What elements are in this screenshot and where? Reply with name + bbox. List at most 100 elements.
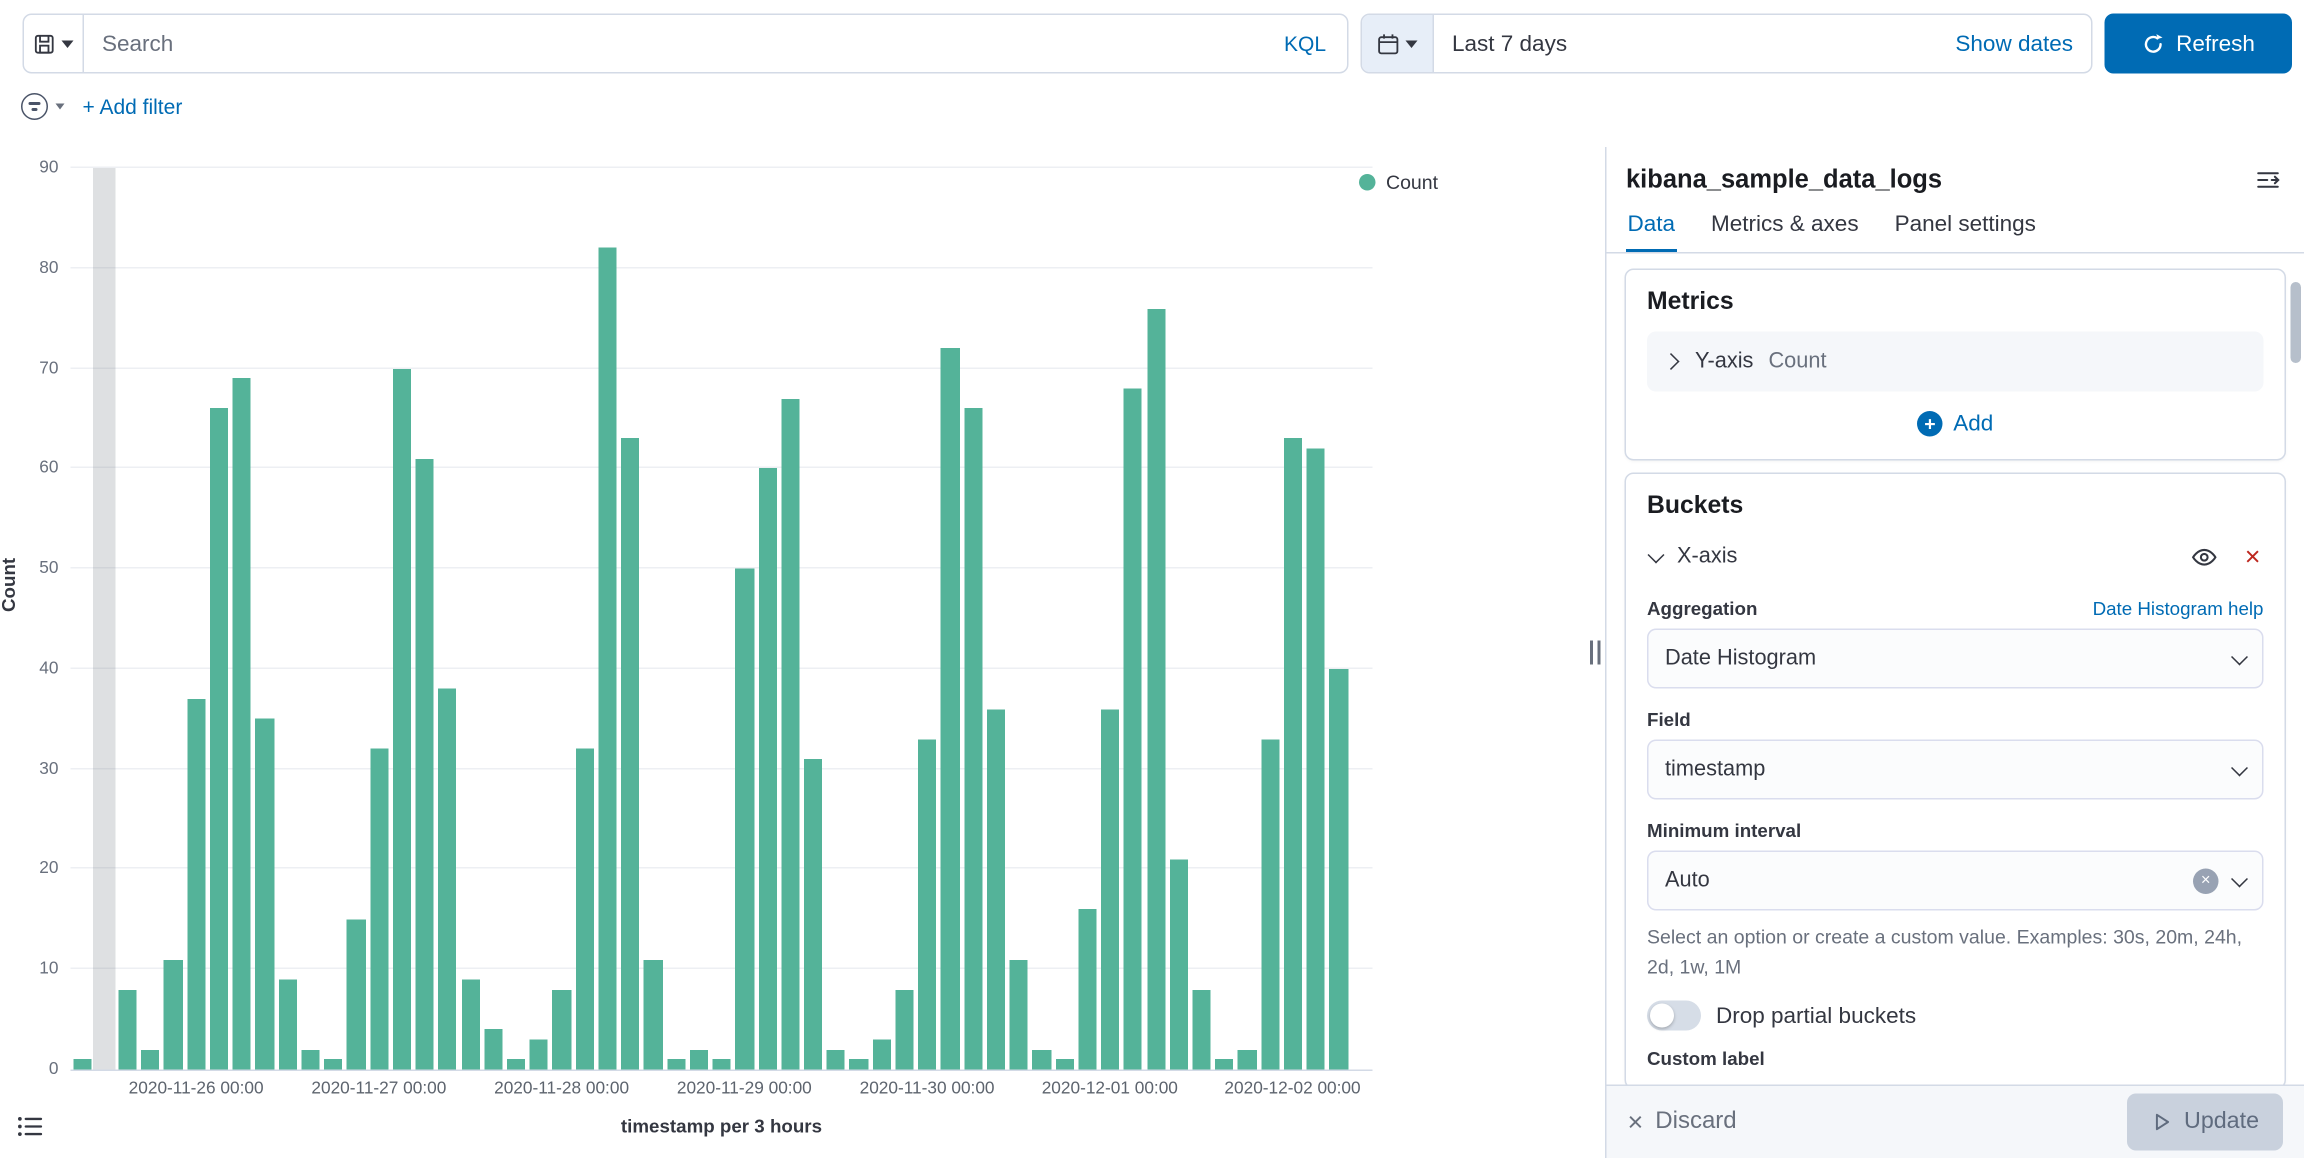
plot-area[interactable] — [70, 166, 1373, 1071]
discard-label: Discard — [1655, 1108, 1737, 1135]
bar[interactable] — [712, 1059, 731, 1070]
legend-toggle-button[interactable] — [12, 1110, 48, 1143]
toggle-visibility-button[interactable] — [2192, 544, 2218, 570]
bar[interactable] — [255, 718, 274, 1070]
bucket-x-axis-row[interactable]: X-axis × — [1647, 536, 2264, 578]
add-metric-button[interactable]: + Add — [1908, 410, 2002, 439]
bar[interactable] — [141, 1049, 160, 1070]
bar[interactable] — [666, 1059, 686, 1070]
aggregation-label: Aggregation — [1647, 598, 1758, 620]
bar[interactable] — [506, 1059, 526, 1070]
bar[interactable] — [575, 748, 594, 1070]
field-select[interactable]: timestamp — [1647, 739, 2264, 800]
tab-metrics-axes[interactable]: Metrics & axes — [1710, 201, 1861, 252]
bar[interactable] — [1055, 1059, 1074, 1070]
bar[interactable] — [941, 348, 960, 1070]
bar[interactable] — [529, 1039, 549, 1070]
bar[interactable] — [1146, 308, 1166, 1070]
bar[interactable] — [1078, 909, 1097, 1070]
kql-language-button[interactable]: KQL — [1281, 32, 1329, 56]
bar[interactable] — [1238, 1049, 1257, 1070]
bar[interactable] — [461, 979, 480, 1070]
bar[interactable] — [781, 398, 800, 1070]
tab-data[interactable]: Data — [1626, 201, 1677, 252]
bar[interactable] — [1123, 388, 1143, 1070]
filter-menu-button[interactable] — [21, 93, 65, 120]
date-range-display[interactable]: Last 7 days — [1452, 30, 1568, 57]
buckets-card: Buckets X-axis × Aggregation Date Histog… — [1624, 472, 2286, 1085]
bar[interactable] — [552, 989, 571, 1070]
bar[interactable] — [1329, 668, 1348, 1070]
bar[interactable] — [438, 688, 457, 1070]
show-dates-button[interactable]: Show dates — [1937, 31, 2091, 57]
bar[interactable] — [415, 458, 434, 1070]
bar-slot — [1167, 168, 1190, 1070]
bar[interactable] — [1283, 438, 1303, 1070]
bar[interactable] — [1009, 959, 1028, 1070]
metrics-heading: Metrics — [1647, 288, 1734, 315]
saved-query-menu-button[interactable] — [24, 15, 84, 72]
search-input[interactable]: Search KQL — [84, 15, 1347, 72]
bar[interactable] — [872, 1039, 891, 1070]
bar[interactable] — [484, 1029, 503, 1070]
bar-slot — [1350, 168, 1373, 1070]
bar-slot — [505, 168, 528, 1070]
bar[interactable] — [735, 568, 754, 1070]
bar[interactable] — [278, 979, 297, 1070]
gridline — [70, 266, 1373, 269]
metric-y-axis-row[interactable]: Y-axis Count — [1647, 331, 2264, 392]
aggregation-select[interactable]: Date Histogram — [1647, 628, 2264, 689]
bar[interactable] — [118, 989, 137, 1070]
bar[interactable] — [804, 759, 823, 1070]
bar[interactable] — [758, 468, 777, 1070]
collapse-sidebar-button[interactable] — [2256, 168, 2280, 192]
bar[interactable] — [1169, 859, 1188, 1070]
bar[interactable] — [1192, 989, 1211, 1070]
bar[interactable] — [986, 708, 1006, 1070]
bar[interactable] — [392, 368, 411, 1070]
gridline — [70, 467, 1373, 469]
bar[interactable] — [301, 1049, 320, 1070]
update-button[interactable]: Update — [2127, 1093, 2283, 1151]
bar[interactable] — [826, 1049, 846, 1070]
bar[interactable] — [1101, 708, 1120, 1070]
bar-slot — [939, 168, 962, 1070]
field-label: Field — [1647, 709, 1691, 731]
bar[interactable] — [232, 378, 252, 1070]
bar[interactable] — [621, 438, 640, 1070]
bar[interactable] — [324, 1059, 343, 1070]
gridline — [70, 366, 1373, 369]
bar[interactable] — [369, 748, 389, 1070]
panel-resizer[interactable] — [1586, 633, 1604, 672]
minimum-interval-combobox[interactable]: Auto × — [1647, 850, 2264, 911]
refresh-button[interactable]: Refresh — [2104, 13, 2292, 74]
bar[interactable] — [598, 248, 617, 1070]
drop-partial-buckets-toggle[interactable] — [1647, 1000, 1701, 1031]
add-filter-button[interactable]: + Add filter — [82, 94, 183, 119]
remove-bucket-button[interactable]: × — [2244, 541, 2261, 572]
bar[interactable] — [1032, 1049, 1051, 1070]
bar[interactable] — [849, 1059, 869, 1070]
date-quick-select-button[interactable] — [1362, 15, 1434, 72]
bar[interactable] — [895, 989, 914, 1070]
bar[interactable] — [918, 738, 937, 1070]
bar[interactable] — [1215, 1059, 1234, 1070]
bar[interactable] — [346, 919, 366, 1070]
chart-legend[interactable]: Count — [1359, 171, 1438, 194]
bar[interactable] — [72, 1059, 92, 1070]
discard-button[interactable]: × Discard — [1628, 1109, 1737, 1136]
scrollbar-thumb[interactable] — [2290, 282, 2301, 363]
bar[interactable] — [1261, 738, 1280, 1070]
tab-panel-settings[interactable]: Panel settings — [1893, 201, 2037, 252]
bar[interactable] — [164, 959, 183, 1070]
clear-value-icon[interactable]: × — [2193, 867, 2219, 894]
date-histogram-help-link[interactable]: Date Histogram help — [2092, 598, 2264, 620]
bar[interactable] — [187, 698, 206, 1070]
bar[interactable] — [644, 959, 663, 1070]
minimum-interval-help-text: Select an option or create a custom valu… — [1647, 925, 2243, 978]
bar[interactable] — [209, 408, 229, 1070]
bar[interactable] — [963, 408, 983, 1070]
bar[interactable] — [689, 1049, 709, 1070]
bar[interactable] — [1306, 448, 1326, 1070]
gridline — [70, 667, 1373, 669]
